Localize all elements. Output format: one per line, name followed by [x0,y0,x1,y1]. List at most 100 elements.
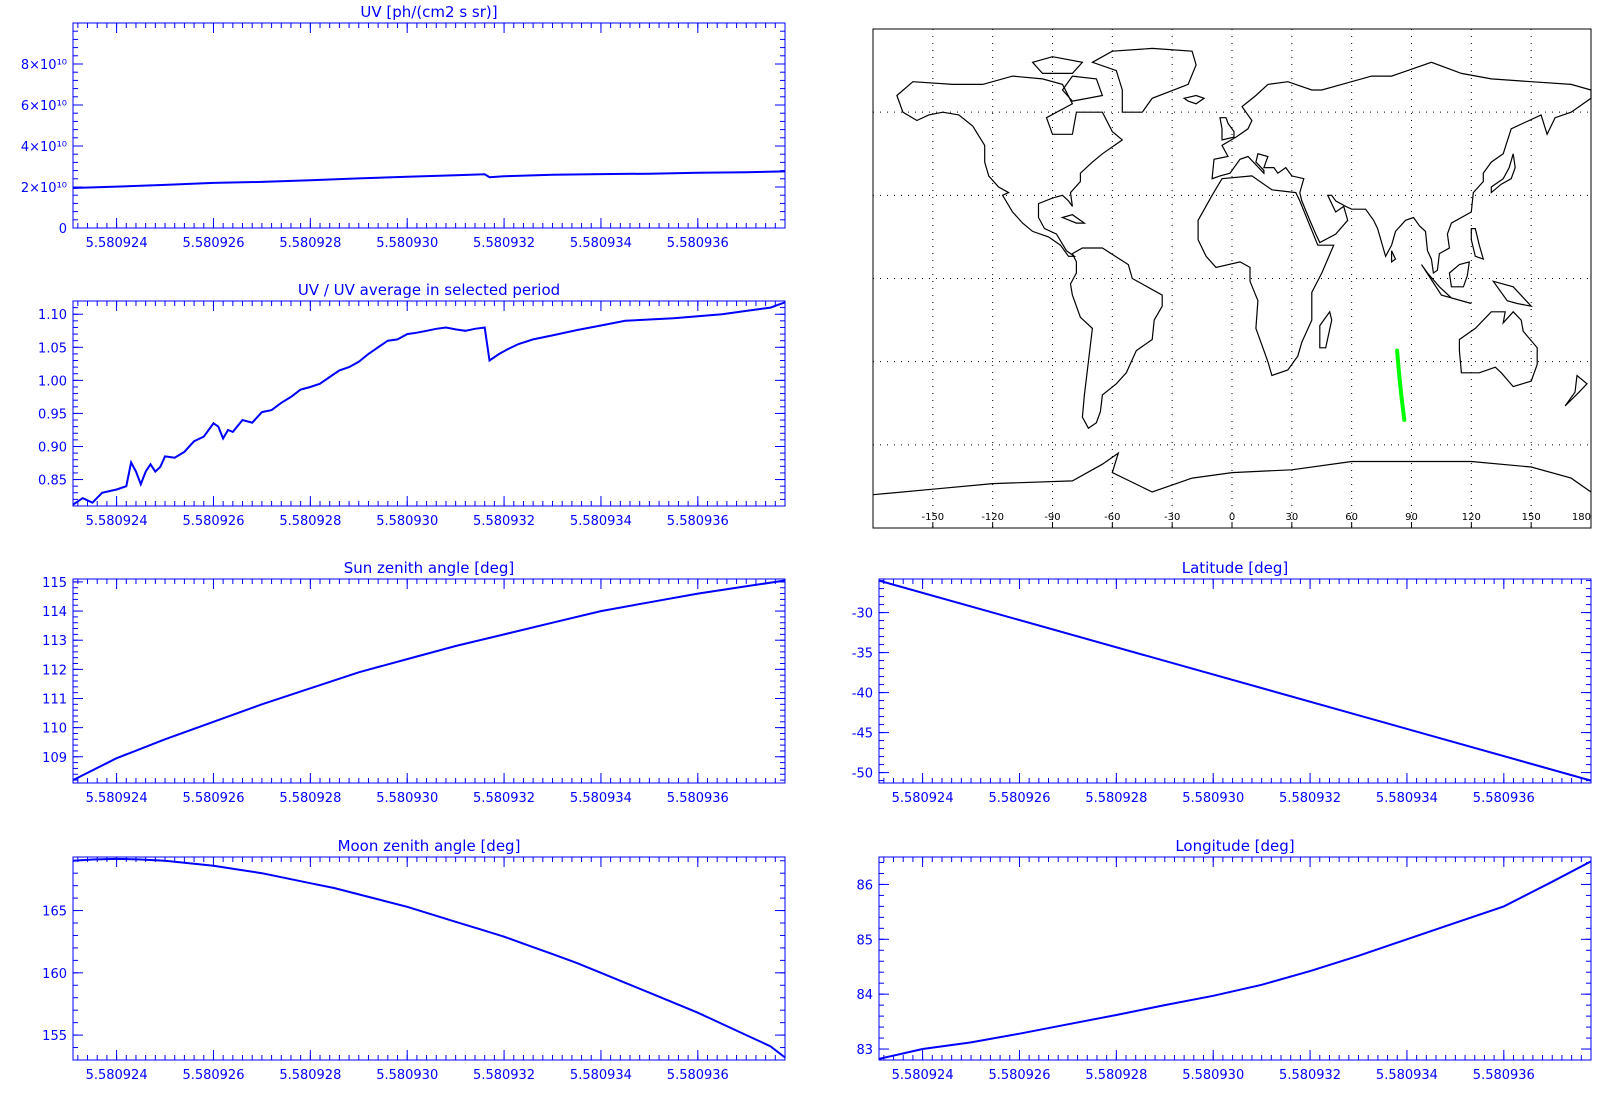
y-tick-label: 110 [42,722,67,737]
chart-title: Latitude [deg] [1182,559,1288,577]
y-tick-label: -50 [852,767,873,782]
series-line [72,301,786,506]
satellite-ground-track [1395,348,1407,422]
y-tick-label: -45 [852,727,873,742]
map-lon-label: 60 [1345,512,1358,523]
plot-frame [72,578,786,784]
x-tick-label: 5.580928 [1085,791,1147,806]
map-lon-label: -60 [1104,512,1120,523]
y-tick-label: 114 [42,605,67,620]
x-tick-label: 5.580926 [182,791,244,806]
coastline-new-guinea [1491,280,1533,308]
latitude-panel: Latitude [deg] 5.580924 5.580926 5.580928 5.… [852,559,1592,806]
y-tick-label: 1.05 [38,341,67,356]
x-tick-label: 5.580936 [1473,791,1535,806]
map-lon-label: -150 [921,512,944,523]
y-tick-label: 112 [42,663,67,678]
uv-ratio-panel: UV / UV average in selected period 5.5809… [38,281,786,529]
y-tick-label: 113 [42,634,67,649]
y-tick-label: 84 [856,988,873,1003]
map-frame [872,28,1592,529]
y-tick-label: 165 [42,905,67,920]
chart-title: UV [ph/(cm2 s sr)] [360,3,497,21]
y-tick-label: 109 [42,751,67,766]
coastline-arctic-islands [1031,56,1084,75]
y-tick-label: -40 [852,687,873,702]
map-lon-label: 150 [1522,512,1541,523]
coastline-australia [1458,310,1538,388]
coastline-greenland [1090,47,1197,113]
x-tick-label: 5.580936 [667,514,729,529]
x-tick-label: 5.580930 [376,791,438,806]
x-tick-label: 5.580924 [86,1068,148,1083]
plot-frame [72,22,786,229]
y-tick-label: 4×10¹⁰ [21,140,67,155]
coastline-baffin [1061,75,1104,102]
x-tick-label: 5.580928 [279,236,341,251]
x-tick-label: 5.580930 [376,236,438,251]
x-tick-label: 5.580926 [182,1068,244,1083]
y-tick-label: 2×10¹⁰ [21,181,67,196]
x-tick-label: 5.580934 [570,1068,632,1083]
x-tick-label: 5.580932 [473,791,535,806]
x-tick-label: 5.580926 [988,1068,1050,1083]
chart-title: UV / UV average in selected period [298,281,560,299]
x-tick-label: 5.580936 [667,1068,729,1083]
chart-title: Sun zenith angle [deg] [344,559,515,577]
y-tick-label: 0.95 [38,407,67,422]
coastline-iceland [1182,94,1206,105]
x-tick-label: 5.580928 [279,1068,341,1083]
coastline-borneo [1448,261,1471,288]
series-line [72,857,786,1059]
x-tick-label: 5.580934 [1376,791,1438,806]
x-tick-label: 5.580926 [182,236,244,251]
y-tick-label: 0 [59,222,67,237]
series-line [878,579,1592,782]
x-tick-label: 5.580924 [86,514,148,529]
y-tick-label: 0.85 [38,474,67,489]
plot-frame [72,300,786,507]
plot-frame [72,856,786,1061]
y-tick-label: 155 [42,1029,67,1044]
coastline-indonesia [1420,264,1472,305]
y-tick-label: 0.90 [38,440,67,455]
x-tick-label: 5.580928 [279,791,341,806]
coastline-madagascar [1319,310,1333,349]
coastline-sri-lanka [1390,250,1397,264]
y-tick-label: 111 [42,692,67,707]
y-tick-label: 160 [42,967,67,982]
x-tick-label: 5.580924 [892,791,954,806]
uv-panel: UV [ph/(cm2 s sr)] 5.580924 5.580926 5.5809… [21,3,786,251]
moon-zenith-panel: Moon zenith angle [deg] 5.580924 5.580926 5… [42,837,786,1083]
coastline-africa [1197,175,1335,377]
x-tick-label: 5.580936 [667,791,729,806]
x-tick-label: 5.580926 [988,791,1050,806]
y-tick-label: 115 [42,576,67,591]
coastline-eurasia [1211,61,1592,275]
x-tick-label: 5.580926 [182,514,244,529]
y-tick-label: -30 [852,607,873,622]
series-line [72,170,786,189]
coastline-north-america [896,75,1124,257]
y-tick-label: 83 [856,1043,873,1058]
map-lon-label: 180 [1572,512,1591,523]
map-lon-label: 30 [1285,512,1298,523]
map-lon-label: -120 [981,512,1004,523]
x-tick-label: 5.580934 [570,514,632,529]
x-tick-label: 5.580932 [473,236,535,251]
coastline-japan [1490,153,1516,194]
series-line [878,860,1592,1060]
coastline-cuba [1060,214,1087,224]
y-tick-label: 1.10 [38,308,67,323]
x-tick-label: 5.580930 [1182,1068,1244,1083]
y-tick-label: 86 [856,878,873,893]
map-lon-label: 0 [1229,512,1235,523]
x-tick-label: 5.580932 [473,514,535,529]
x-tick-label: 5.580932 [1279,791,1341,806]
x-tick-label: 5.580924 [86,236,148,251]
plot-frame [878,578,1592,784]
x-tick-label: 5.580934 [1376,1068,1438,1083]
x-tick-label: 5.580930 [376,1068,438,1083]
coastline-uk [1219,117,1235,141]
